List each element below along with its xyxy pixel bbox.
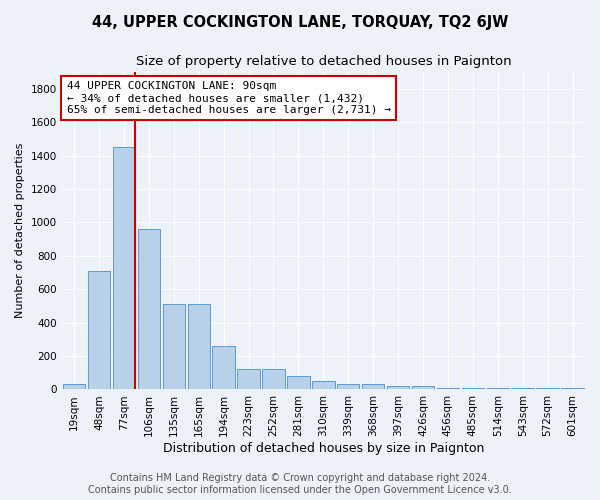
Bar bbox=[387, 386, 409, 390]
Bar bbox=[63, 384, 85, 390]
Bar bbox=[412, 386, 434, 390]
Bar bbox=[113, 147, 135, 390]
Text: 44, UPPER COCKINGTON LANE, TORQUAY, TQ2 6JW: 44, UPPER COCKINGTON LANE, TORQUAY, TQ2 … bbox=[92, 15, 508, 30]
Bar bbox=[461, 388, 484, 390]
Bar bbox=[212, 346, 235, 390]
Bar bbox=[312, 381, 335, 390]
Title: Size of property relative to detached houses in Paignton: Size of property relative to detached ho… bbox=[136, 55, 511, 68]
Bar bbox=[337, 384, 359, 390]
Bar bbox=[188, 304, 210, 390]
Bar bbox=[437, 388, 459, 390]
Bar bbox=[362, 384, 385, 390]
Bar bbox=[536, 388, 559, 390]
Bar bbox=[137, 229, 160, 390]
Y-axis label: Number of detached properties: Number of detached properties bbox=[15, 143, 25, 318]
Bar bbox=[511, 388, 534, 390]
Bar bbox=[88, 271, 110, 390]
Text: Contains HM Land Registry data © Crown copyright and database right 2024.
Contai: Contains HM Land Registry data © Crown c… bbox=[88, 474, 512, 495]
Bar bbox=[163, 304, 185, 390]
Bar bbox=[487, 388, 509, 390]
X-axis label: Distribution of detached houses by size in Paignton: Distribution of detached houses by size … bbox=[163, 442, 484, 455]
Bar bbox=[262, 370, 285, 390]
Bar bbox=[238, 370, 260, 390]
Bar bbox=[287, 376, 310, 390]
Bar bbox=[562, 388, 584, 390]
Text: 44 UPPER COCKINGTON LANE: 90sqm
← 34% of detached houses are smaller (1,432)
65%: 44 UPPER COCKINGTON LANE: 90sqm ← 34% of… bbox=[67, 82, 391, 114]
